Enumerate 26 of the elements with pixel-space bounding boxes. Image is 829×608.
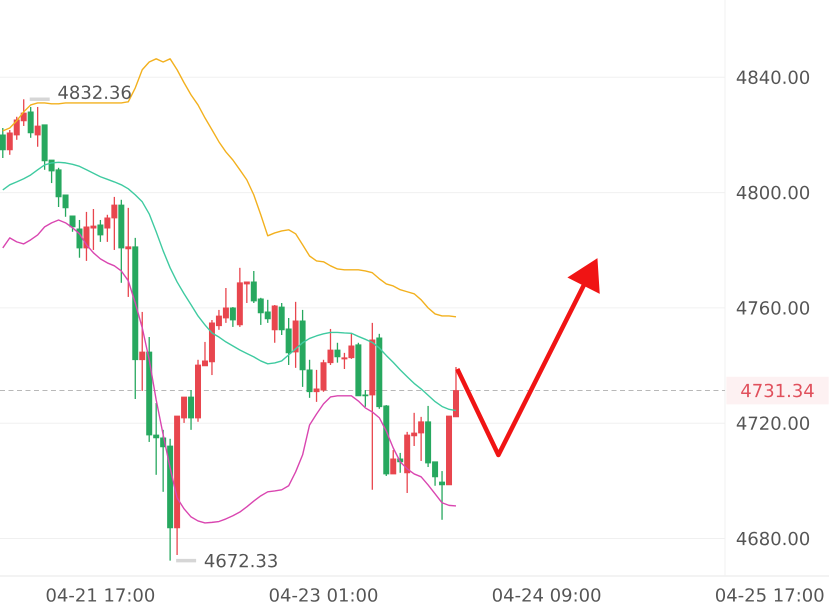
- candlestick: [188, 389, 194, 430]
- candlestick: [125, 207, 132, 298]
- y-tick-label: 4720.00: [736, 416, 810, 430]
- x-tick-label: 04-23 01:00: [270, 588, 378, 602]
- y-tick-label: 4840.00: [736, 70, 810, 84]
- candlestick: [390, 449, 396, 475]
- ref-line-label: 4731.34: [741, 384, 814, 398]
- candlestick: [76, 219, 82, 258]
- x-tick-label: 04-25 17:00: [716, 588, 824, 602]
- candlestick: [28, 106, 34, 138]
- candlestick: [70, 215, 76, 232]
- x-tick-label: 04-24 09:00: [492, 588, 600, 602]
- candlestick: [230, 306, 236, 328]
- candlestick: [139, 311, 146, 392]
- candlestick: [97, 219, 104, 243]
- candlestick: [334, 342, 340, 364]
- y-tick-label: 4680.00: [736, 532, 810, 546]
- annotation: 4672.33: [204, 554, 277, 568]
- x-tick-label: 04-21 17:00: [46, 588, 154, 602]
- y-tick-label: 4760.00: [736, 301, 810, 315]
- candlestick: [0, 127, 6, 159]
- y-tick-label: 4800.00: [736, 186, 810, 200]
- annotation: 4832.36: [58, 85, 131, 100]
- candlestick: [439, 470, 446, 520]
- candlestick: [272, 304, 278, 344]
- candlestick: [34, 106, 41, 148]
